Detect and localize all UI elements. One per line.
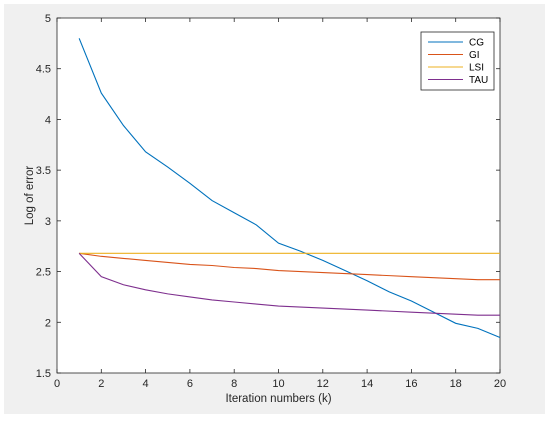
x-tick-label: 18 — [450, 378, 462, 390]
legend-label-cg: CG — [469, 38, 484, 49]
series-line-cg — [78, 38, 501, 339]
x-axis-label: Iteration numbers (k) — [225, 393, 331, 405]
x-tick-label: 8 — [231, 378, 237, 390]
legend-label-lsi: LSI — [469, 63, 484, 74]
y-tick-label: 4 — [45, 114, 51, 126]
y-tick-label: 3.5 — [36, 165, 51, 177]
series-line-gi — [79, 252, 500, 281]
y-tick-label: 2.5 — [36, 267, 51, 279]
x-tick-label: 16 — [405, 378, 417, 390]
x-tick-label: 0 — [54, 378, 60, 390]
y-tick-label: 4.5 — [36, 64, 51, 76]
y-tick-label: 3 — [45, 216, 51, 228]
y-tick-label: 1.5 — [36, 368, 51, 380]
series-layer — [78, 38, 501, 339]
x-tick-label: 20 — [494, 378, 506, 390]
x-tick-label: 6 — [187, 378, 193, 390]
legend-label-tau: TAU — [469, 75, 488, 86]
x-tick-label: 12 — [317, 378, 329, 390]
legend-label-gi: GI — [469, 50, 480, 61]
y-axis-label: Log of error — [24, 166, 36, 226]
x-tick-label: 10 — [272, 378, 284, 390]
x-tick-label: 14 — [361, 378, 373, 390]
tick-layer: 0 2 4 6 8 10 12 14 16 18 20 1.5 2 2.5 3 3.5 4 4.5 5 — [36, 13, 506, 390]
x-tick-label: 2 — [98, 378, 104, 390]
y-tick-label: 5 — [45, 13, 51, 25]
y-tick-label: 2 — [45, 317, 51, 329]
x-tick-label: 4 — [143, 378, 149, 390]
series-line-tau — [78, 252, 500, 316]
